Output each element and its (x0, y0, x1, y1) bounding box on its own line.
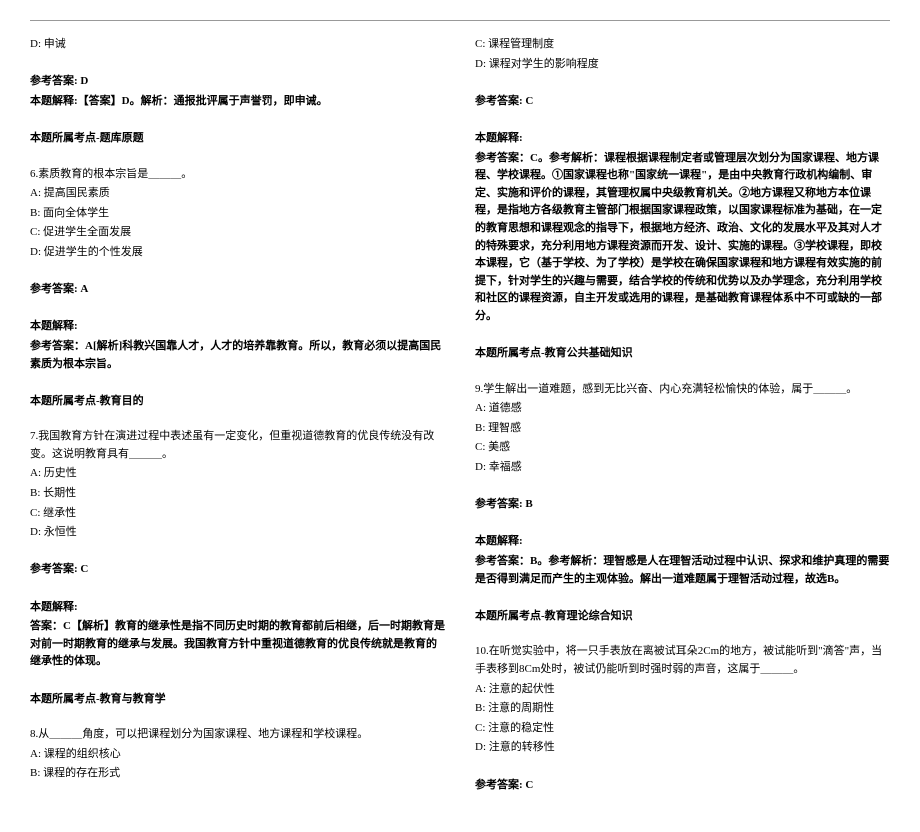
answer-label: 参考答案: C (30, 561, 445, 579)
option-c: C: 课程管理制度 (475, 36, 890, 54)
option-a: A: 课程的组织核心 (30, 746, 445, 764)
option-d: D: 课程对学生的影响程度 (475, 56, 890, 74)
explanation: 参考答案：A[解析]科教兴国靠人才，人才的培养靠教育。所以，教育必须以提高国民素… (30, 338, 445, 373)
option-d: D: 幸福感 (475, 459, 890, 477)
option-b: B: 课程的存在形式 (30, 765, 445, 783)
topic: 本题所属考点-教育目的 (30, 393, 445, 411)
explain-label: 本题解释: (30, 599, 445, 617)
right-column: C: 课程管理制度 D: 课程对学生的影响程度 参考答案: C 本题解释: 参考… (475, 36, 890, 812)
question-5: D: 申诫 参考答案: D 本题解释:【答案】D。解析：通报批评属于声誉罚，即申… (30, 36, 445, 148)
question-6: 6.素质教育的根本宗旨是＿＿＿。 A: 提高国民素质 B: 面向全体学生 C: … (30, 166, 445, 411)
question-8-cont: C: 课程管理制度 D: 课程对学生的影响程度 参考答案: C 本题解释: 参考… (475, 36, 890, 363)
stem: 6.素质教育的根本宗旨是＿＿＿。 (30, 166, 445, 184)
option-d: D: 注意的转移性 (475, 739, 890, 757)
question-8: 8.从＿＿＿角度，可以把课程划分为国家课程、地方课程和学校课程。 A: 课程的组… (30, 726, 445, 783)
topic: 本题所属考点-教育与教育学 (30, 691, 445, 709)
option-b: B: 理智感 (475, 420, 890, 438)
explanation: 参考答案：C。参考解析：课程根据课程制定者或管理层次划分为国家课程、地方课程、学… (475, 150, 890, 326)
option-d: D: 申诫 (30, 36, 445, 54)
stem: 8.从＿＿＿角度，可以把课程划分为国家课程、地方课程和学校课程。 (30, 726, 445, 744)
stem: 9.学生解出一道难题，感到无比兴奋、内心充满轻松愉快的体验，属于＿＿＿。 (475, 381, 890, 399)
option-b: B: 注意的周期性 (475, 700, 890, 718)
option-a: A: 历史性 (30, 465, 445, 483)
question-10: 10.在听觉实验中，将一只手表放在离被试耳朵2Cm的地方，被试能听到"滴答"声，… (475, 643, 890, 794)
explain-label: 本题解释: (30, 318, 445, 336)
explanation: 参考答案：B。参考解析：理智感是人在理智活动过程中认识、探求和维护真理的需要是否… (475, 553, 890, 588)
question-9: 9.学生解出一道难题，感到无比兴奋、内心充满轻松愉快的体验，属于＿＿＿。 A: … (475, 381, 890, 626)
stem: 7.我国教育方针在演进过程中表述虽有一定变化，但重视道德教育的优良传统没有改变。… (30, 428, 445, 463)
answer-label: 参考答案: A (30, 281, 445, 299)
explain-label: 本题解释: (475, 130, 890, 148)
option-a: A: 提高国民素质 (30, 185, 445, 203)
left-column: D: 申诫 参考答案: D 本题解释:【答案】D。解析：通报批评属于声誉罚，即申… (30, 36, 445, 812)
option-d: D: 永恒性 (30, 524, 445, 542)
option-b: B: 面向全体学生 (30, 205, 445, 223)
option-d: D: 促进学生的个性发展 (30, 244, 445, 262)
topic: 本题所属考点-教育公共基础知识 (475, 345, 890, 363)
explanation: 本题解释:【答案】D。解析：通报批评属于声誉罚，即申诫。 (30, 93, 445, 111)
option-c: C: 促进学生全面发展 (30, 224, 445, 242)
option-c: C: 注意的稳定性 (475, 720, 890, 738)
option-c: C: 美感 (475, 439, 890, 457)
answer-label: 参考答案: B (475, 496, 890, 514)
option-a: A: 道德感 (475, 400, 890, 418)
explain-label: 本题解释: (475, 533, 890, 551)
answer-label: 参考答案: C (475, 777, 890, 795)
answer-label: 参考答案: C (475, 93, 890, 111)
stem: 10.在听觉实验中，将一只手表放在离被试耳朵2Cm的地方，被试能听到"滴答"声，… (475, 643, 890, 678)
answer-label: 参考答案: D (30, 73, 445, 91)
topic: 本题所属考点-题库原题 (30, 130, 445, 148)
document-page: D: 申诫 参考答案: D 本题解释:【答案】D。解析：通报批评属于声誉罚，即申… (30, 36, 890, 812)
option-c: C: 继承性 (30, 505, 445, 523)
explanation: 答案：C【解析】教育的继承性是指不同历史时期的教育都前后相继，后一时期教育是对前… (30, 618, 445, 671)
question-7: 7.我国教育方针在演进过程中表述虽有一定变化，但重视道德教育的优良传统没有改变。… (30, 428, 445, 708)
topic: 本题所属考点-教育理论综合知识 (475, 608, 890, 626)
option-b: B: 长期性 (30, 485, 445, 503)
option-a: A: 注意的起伏性 (475, 681, 890, 699)
